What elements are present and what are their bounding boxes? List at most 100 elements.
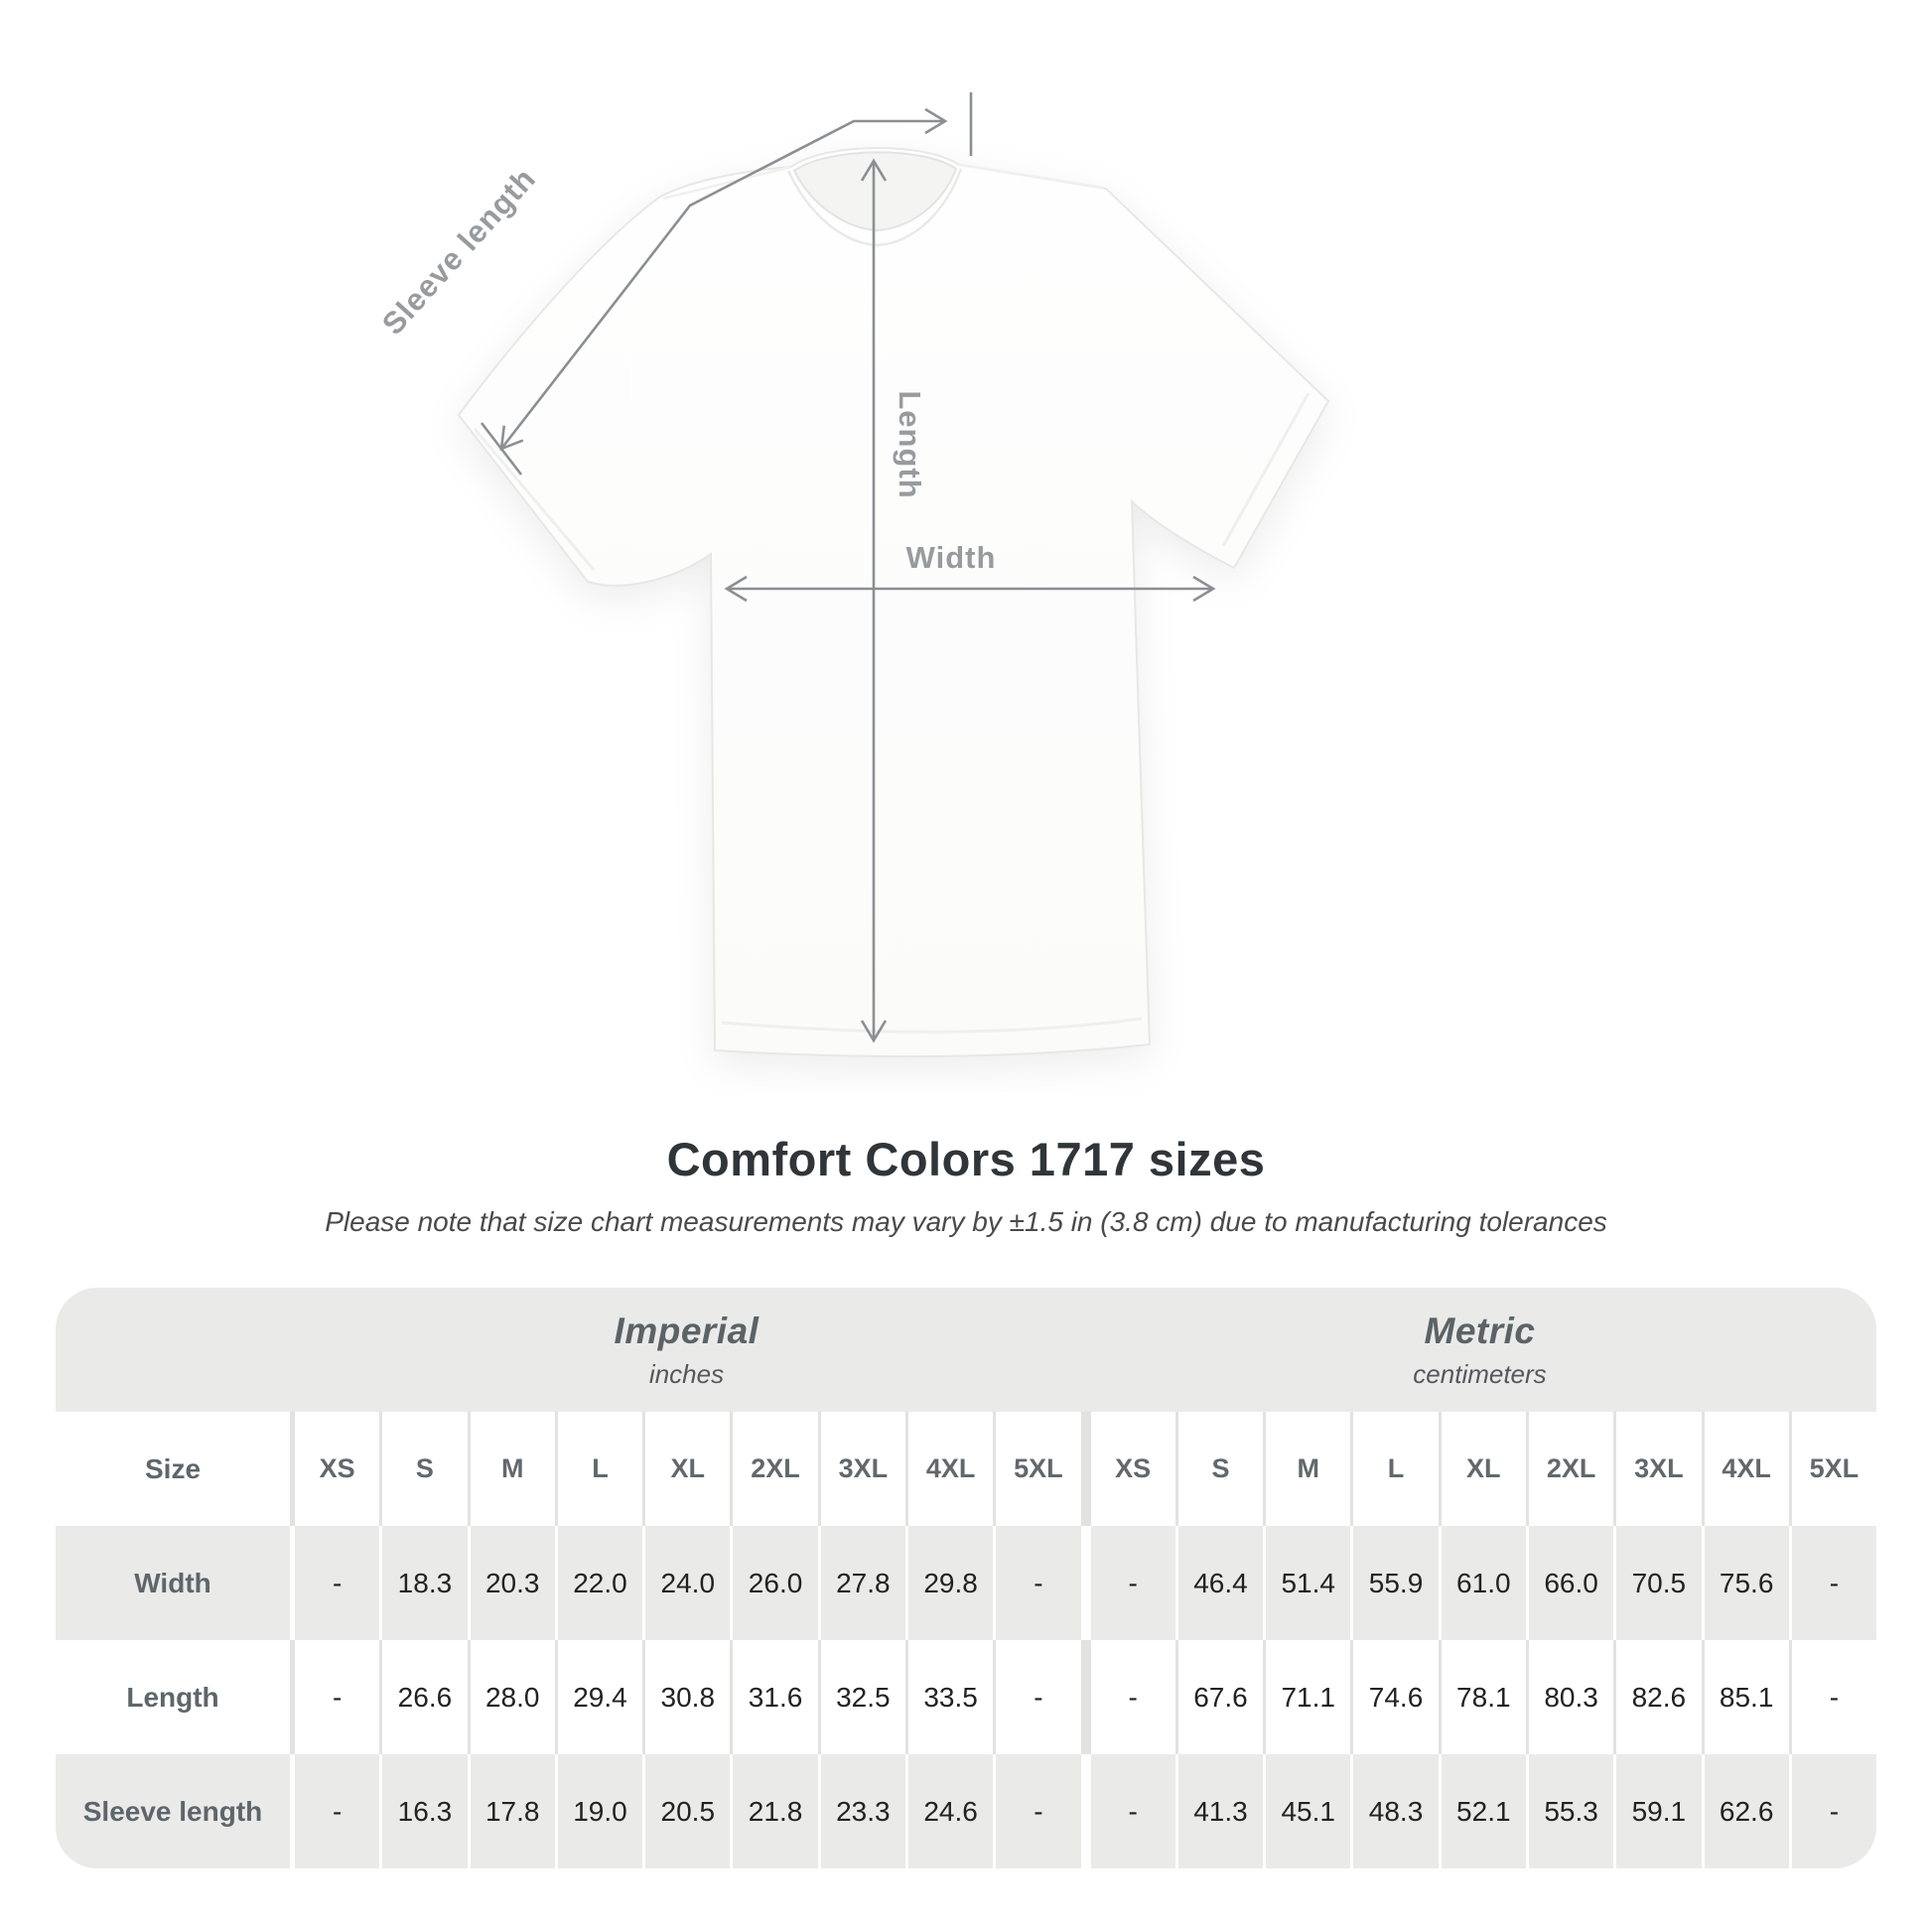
value-cell: 55.3 — [1525, 1754, 1613, 1868]
size-column-header: S — [1174, 1412, 1263, 1526]
value-cell: 80.3 — [1525, 1640, 1613, 1754]
value-cell: 51.4 — [1263, 1526, 1350, 1640]
size-column-header: XS — [290, 1412, 379, 1526]
value-cell: 29.4 — [554, 1640, 642, 1754]
value-cell: 74.6 — [1350, 1640, 1438, 1754]
imperial-group-header: Imperial inches — [290, 1288, 1083, 1412]
value-cell: 24.6 — [904, 1754, 993, 1868]
value-cell: 22.0 — [554, 1526, 642, 1640]
metric-group-header: Metric centimeters — [1083, 1288, 1876, 1412]
metric-group-unit: centimeters — [1413, 1358, 1547, 1389]
size-column-header: 5XL — [1788, 1412, 1876, 1526]
value-cell: 23.3 — [817, 1754, 905, 1868]
value-cell: - — [993, 1754, 1080, 1868]
value-cell: - — [1080, 1526, 1175, 1640]
value-cell: - — [993, 1526, 1080, 1640]
size-column-header: XL — [642, 1412, 730, 1526]
value-cell: 59.1 — [1613, 1754, 1701, 1868]
size-column-header: M — [467, 1412, 555, 1526]
size-header-row: Size XS S M L XL 2XL 3XL 4XL 5XL XS S M … — [56, 1412, 1876, 1526]
size-column-header: L — [554, 1412, 642, 1526]
imperial-group-name: Imperial — [614, 1310, 759, 1351]
value-cell: 46.4 — [1174, 1526, 1263, 1640]
value-cell: 26.0 — [730, 1526, 817, 1640]
value-cell: 30.8 — [642, 1640, 730, 1754]
value-cell: - — [290, 1754, 379, 1868]
length-label: Length — [893, 390, 927, 498]
value-cell: - — [1788, 1754, 1876, 1868]
value-cell: - — [993, 1640, 1080, 1754]
value-cell: 48.3 — [1350, 1754, 1438, 1868]
size-column-header: 4XL — [904, 1412, 993, 1526]
row-label: Sleeve length — [82, 1795, 263, 1827]
value-cell: - — [1080, 1754, 1175, 1868]
measurement-row-width: Width - 18.3 20.3 22.0 24.0 26.0 27.8 29… — [56, 1526, 1876, 1640]
value-cell: 18.3 — [379, 1526, 467, 1640]
value-cell: 17.8 — [467, 1754, 555, 1868]
value-cell: 78.1 — [1438, 1640, 1526, 1754]
metric-group-name: Metric — [1424, 1310, 1536, 1351]
value-cell: 70.5 — [1613, 1526, 1701, 1640]
size-column-header: M — [1263, 1412, 1350, 1526]
width-label: Width — [906, 540, 997, 575]
value-cell: 20.5 — [642, 1754, 730, 1868]
sleeve-length-label: Sleeve length — [375, 161, 542, 342]
value-cell: 66.0 — [1525, 1526, 1613, 1640]
size-column-header: 3XL — [1613, 1412, 1701, 1526]
value-cell: - — [290, 1640, 379, 1754]
value-cell: 19.0 — [554, 1754, 642, 1868]
tolerance-note: Please note that size chart measurements… — [325, 1206, 1607, 1237]
value-cell: 62.6 — [1701, 1754, 1789, 1868]
value-cell: 21.8 — [730, 1754, 817, 1868]
value-cell: 16.3 — [379, 1754, 467, 1868]
value-cell: 24.0 — [642, 1526, 730, 1640]
size-header-cell: Size — [144, 1452, 202, 1484]
value-cell: 41.3 — [1174, 1754, 1263, 1868]
value-cell: 20.3 — [467, 1526, 555, 1640]
size-column-header: S — [379, 1412, 467, 1526]
measurement-row-length: Length - 26.6 28.0 29.4 30.8 31.6 32.5 3… — [56, 1640, 1876, 1754]
value-cell: 55.9 — [1350, 1526, 1438, 1640]
left-cuff-stitch — [473, 428, 596, 571]
unit-group-header-row: Imperial inches Metric centimeters — [56, 1288, 1876, 1412]
tshirt-diagram: Sleeve length Length Width — [375, 92, 1330, 1058]
size-column-header: XL — [1438, 1412, 1526, 1526]
tshirt-shape — [457, 147, 1330, 1058]
value-cell: 52.1 — [1438, 1754, 1526, 1868]
measurement-lines — [480, 92, 1216, 1043]
sleeve-length-end-tick — [480, 422, 523, 476]
page-title: Comfort Colors 1717 sizes — [666, 1133, 1266, 1185]
value-cell: 33.5 — [904, 1640, 993, 1754]
imperial-group-unit: inches — [648, 1358, 725, 1389]
size-column-header: 2XL — [730, 1412, 817, 1526]
size-column-header: 2XL — [1525, 1412, 1613, 1526]
size-column-header: XS — [1080, 1412, 1175, 1526]
value-cell: 31.6 — [730, 1640, 817, 1754]
value-cell: 75.6 — [1701, 1526, 1789, 1640]
group-header-spacer — [56, 1288, 290, 1412]
size-column-header: L — [1350, 1412, 1438, 1526]
value-cell: 71.1 — [1263, 1640, 1350, 1754]
hem-stitch — [721, 1017, 1143, 1034]
value-cell: 82.6 — [1613, 1640, 1701, 1754]
size-column-header: 5XL — [993, 1412, 1080, 1526]
value-cell: 61.0 — [1438, 1526, 1526, 1640]
value-cell: 29.8 — [904, 1526, 993, 1640]
tshirt-illustration-svg: Sleeve length Length Width — [375, 92, 1330, 1058]
value-cell: - — [1080, 1640, 1175, 1754]
value-cell: 45.1 — [1263, 1754, 1350, 1868]
row-label: Length — [126, 1681, 219, 1713]
sleeve-length-arrow — [499, 107, 948, 451]
row-label: Width — [134, 1567, 211, 1598]
measurement-row-sleeve-length: Sleeve length - 16.3 17.8 19.0 20.5 21.8… — [56, 1754, 1876, 1868]
value-cell: - — [290, 1526, 379, 1640]
size-column-header: 4XL — [1701, 1412, 1789, 1526]
size-column-header: 3XL — [817, 1412, 905, 1526]
value-cell: - — [1788, 1526, 1876, 1640]
value-cell: 27.8 — [817, 1526, 905, 1640]
value-cell: 26.6 — [379, 1640, 467, 1754]
value-cell: 85.1 — [1701, 1640, 1789, 1754]
value-cell: 28.0 — [467, 1640, 555, 1754]
size-table: Imperial inches Metric centimeters Size … — [56, 1288, 1876, 1868]
right-cuff-stitch — [1221, 392, 1311, 547]
